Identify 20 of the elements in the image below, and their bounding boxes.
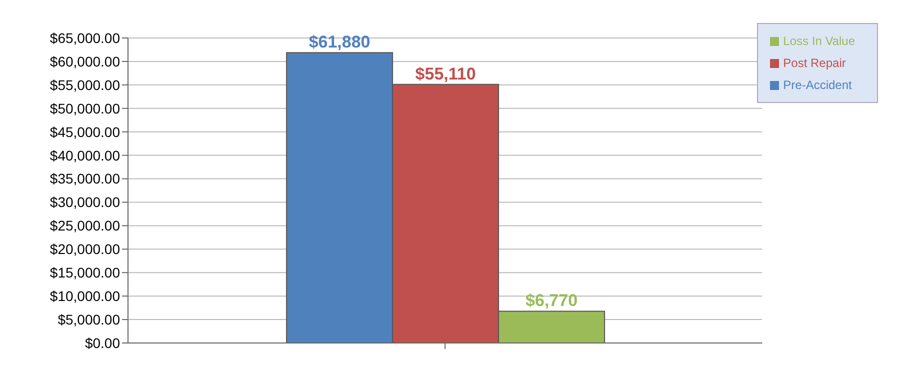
data-label: $6,770 bbox=[526, 291, 578, 310]
y-tick-label: $40,000.00 bbox=[50, 147, 120, 164]
y-tick-label: $0.00 bbox=[84, 334, 120, 351]
legend-label: Pre-Accident bbox=[783, 78, 852, 92]
legend-label: Post Repair bbox=[783, 56, 846, 70]
y-tick-label: $5,000.00 bbox=[58, 312, 120, 328]
y-tick-label: $10,000.00 bbox=[50, 288, 120, 304]
y-tick-label: $65,000.00 bbox=[50, 30, 120, 46]
y-tick-label: $45,000.00 bbox=[50, 124, 120, 140]
y-tick-label: $55,000.00 bbox=[50, 76, 120, 93]
y-tick-label: $30,000.00 bbox=[50, 194, 120, 210]
data-label: $61,880 bbox=[308, 32, 370, 52]
y-tick-label: $25,000.00 bbox=[50, 218, 120, 234]
y-tick-label: $15,000.00 bbox=[50, 264, 120, 281]
y-tick-label: $20,000.00 bbox=[50, 241, 120, 258]
y-tick-label: $35,000.00 bbox=[50, 170, 120, 187]
legend-label: Loss In Value bbox=[783, 34, 855, 48]
data-label: $55,110 bbox=[415, 64, 476, 84]
y-tick-label: $50,000.00 bbox=[50, 100, 120, 116]
y-tick-label: $60,000.00 bbox=[50, 53, 120, 70]
